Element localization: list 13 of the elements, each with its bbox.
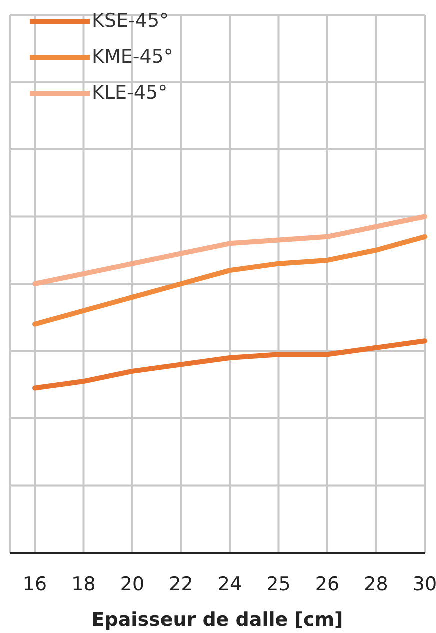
x-tick-label: 22 (169, 573, 194, 596)
legend-label: KME-45° (92, 46, 174, 68)
x-tick-label: 20 (120, 573, 145, 596)
legend-label: KLE-45° (92, 82, 168, 104)
x-tick-label: 28 (364, 573, 388, 596)
x-tick-label: 26 (315, 573, 340, 596)
x-tick-label: 24 (218, 573, 242, 596)
x-tick-label: 25 (266, 573, 291, 596)
x-tick-label: 30 (412, 573, 436, 596)
legend-label: KSE-45° (92, 10, 170, 32)
x-tick-label: 18 (72, 573, 96, 596)
x-tick-label: 16 (22, 573, 48, 596)
x-axis-title: Epaisseur de dalle [cm] (92, 609, 344, 631)
